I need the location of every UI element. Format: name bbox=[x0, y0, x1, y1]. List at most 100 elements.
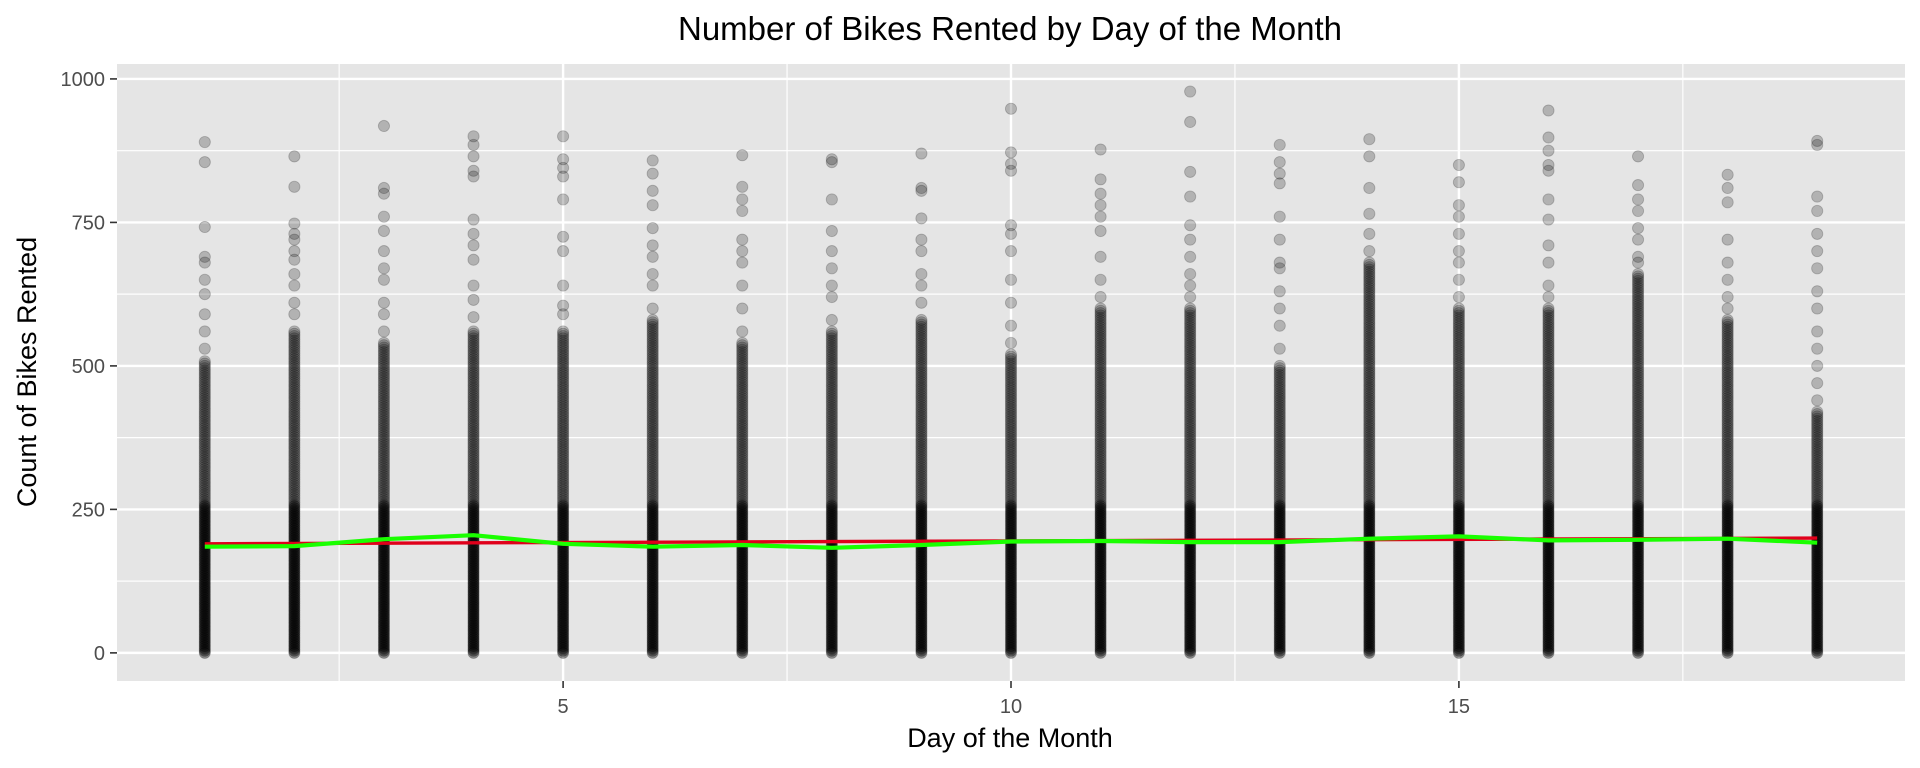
data-point bbox=[467, 227, 480, 240]
data-point bbox=[1811, 359, 1824, 372]
data-point bbox=[288, 180, 301, 193]
data-point bbox=[288, 424, 301, 437]
data-point bbox=[736, 193, 749, 206]
data-point bbox=[378, 638, 390, 650]
data-point bbox=[199, 559, 211, 571]
data-point bbox=[198, 256, 211, 269]
data-point bbox=[1632, 222, 1645, 235]
data-point bbox=[198, 490, 211, 503]
data-point bbox=[288, 635, 300, 647]
data-point bbox=[377, 382, 390, 395]
data-point bbox=[198, 626, 211, 639]
data-point bbox=[288, 369, 301, 382]
data-point bbox=[288, 325, 301, 338]
data-point bbox=[377, 499, 390, 512]
data-point bbox=[377, 417, 390, 430]
data-point bbox=[825, 245, 838, 258]
data-point bbox=[288, 348, 301, 361]
data-point bbox=[198, 481, 211, 494]
data-point bbox=[198, 522, 211, 535]
data-point bbox=[198, 373, 211, 386]
data-point bbox=[1452, 245, 1465, 258]
data-point bbox=[198, 513, 211, 526]
data-point bbox=[825, 290, 838, 304]
data-point bbox=[1273, 342, 1286, 355]
data-point bbox=[377, 571, 390, 584]
data-point bbox=[288, 350, 301, 363]
data-point bbox=[1273, 156, 1286, 169]
data-point bbox=[288, 628, 301, 641]
data-point bbox=[378, 636, 390, 649]
data-point bbox=[198, 456, 211, 469]
data-point bbox=[288, 414, 301, 428]
data-point bbox=[198, 437, 211, 451]
data-point bbox=[377, 573, 390, 586]
data-point bbox=[199, 521, 211, 533]
data-point bbox=[736, 204, 749, 217]
data-point bbox=[288, 612, 301, 625]
data-point bbox=[377, 245, 390, 258]
data-point bbox=[288, 562, 300, 575]
data-point bbox=[377, 633, 390, 646]
data-point bbox=[1184, 250, 1197, 263]
data-point bbox=[198, 417, 211, 430]
data-point bbox=[198, 467, 211, 480]
data-point bbox=[288, 621, 301, 634]
data-point bbox=[288, 642, 301, 655]
data-point bbox=[1721, 256, 1734, 269]
data-point bbox=[199, 514, 211, 526]
data-point bbox=[198, 460, 211, 473]
x-axis-ticks: 5 10 15 bbox=[558, 681, 1470, 718]
data-point bbox=[198, 589, 211, 602]
data-point bbox=[377, 568, 390, 581]
data-point bbox=[377, 460, 390, 473]
data-point bbox=[199, 638, 211, 650]
data-point bbox=[1721, 181, 1734, 195]
data-point bbox=[377, 362, 390, 375]
data-point bbox=[915, 313, 928, 327]
data-point bbox=[288, 371, 301, 384]
data-point bbox=[288, 571, 300, 583]
data-point bbox=[288, 410, 301, 423]
data-point bbox=[377, 458, 390, 471]
data-point bbox=[288, 591, 301, 604]
data-point bbox=[198, 506, 211, 519]
data-point bbox=[736, 302, 749, 315]
data-point bbox=[1632, 233, 1645, 246]
data-point bbox=[377, 513, 390, 526]
data-point bbox=[1721, 302, 1734, 315]
data-point bbox=[736, 245, 749, 258]
x-tick-label: 15 bbox=[1448, 696, 1470, 718]
data-point bbox=[377, 385, 390, 398]
data-point bbox=[199, 616, 211, 628]
x-tick-label: 5 bbox=[558, 696, 569, 718]
data-point bbox=[1811, 227, 1824, 240]
data-point bbox=[1721, 313, 1734, 327]
data-point bbox=[288, 647, 300, 659]
data-point bbox=[915, 181, 928, 195]
data-point bbox=[198, 394, 211, 407]
data-point bbox=[915, 233, 928, 246]
data-point bbox=[288, 550, 301, 563]
data-point bbox=[198, 612, 211, 625]
data-point bbox=[199, 549, 211, 561]
data-point bbox=[377, 630, 390, 643]
data-point bbox=[288, 511, 300, 523]
data-point bbox=[198, 440, 211, 453]
data-point bbox=[1542, 104, 1555, 117]
data-point bbox=[288, 554, 301, 568]
data-point bbox=[288, 561, 301, 574]
data-point bbox=[199, 580, 211, 592]
y-tick-label: 250 bbox=[72, 499, 105, 521]
data-point bbox=[377, 296, 390, 309]
data-point bbox=[377, 472, 390, 485]
data-point bbox=[1004, 348, 1018, 361]
data-point bbox=[288, 609, 300, 621]
data-point bbox=[288, 646, 301, 659]
data-point bbox=[378, 631, 390, 643]
data-point bbox=[288, 509, 301, 522]
data-point bbox=[378, 647, 390, 659]
data-point bbox=[288, 618, 300, 630]
data-point bbox=[198, 642, 211, 655]
